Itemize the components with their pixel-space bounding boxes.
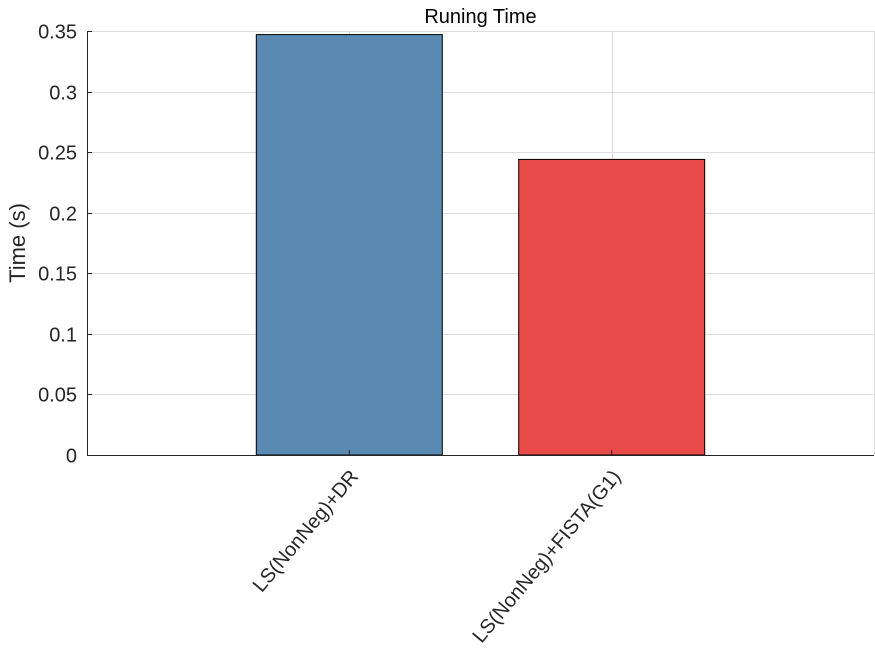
y-tick-label: 0.25 xyxy=(38,143,77,165)
y-tick-label: 0.15 xyxy=(38,264,77,286)
y-tick-label: 0.2 xyxy=(49,204,77,226)
y-axis-title: Time (s) xyxy=(5,203,30,283)
y-tick-label: 0.05 xyxy=(38,385,77,407)
y-tick-label: 0 xyxy=(66,446,77,468)
bar-2 xyxy=(518,158,706,456)
y-tick-labels: 0 0.05 0.1 0.15 0.2 0.25 0.3 0.35 xyxy=(38,22,92,468)
y-tick-label: 0.35 xyxy=(38,22,77,44)
y-tick-label: 0.3 xyxy=(49,83,77,105)
x-tick-label: LS(NonNeg)+DR xyxy=(249,466,363,596)
grid xyxy=(87,31,875,455)
bars xyxy=(255,34,706,456)
axes xyxy=(87,31,874,456)
x-tick-label: LS(NonNeg)+FISTA(G1) xyxy=(468,466,625,647)
x-tick-labels: LS(NonNeg)+DR LS(NonNeg)+FISTA(G1) xyxy=(249,450,625,647)
y-tick-label: 0.1 xyxy=(49,325,77,347)
chart-title: Runing Time xyxy=(424,6,536,28)
bar-1 xyxy=(255,34,443,456)
